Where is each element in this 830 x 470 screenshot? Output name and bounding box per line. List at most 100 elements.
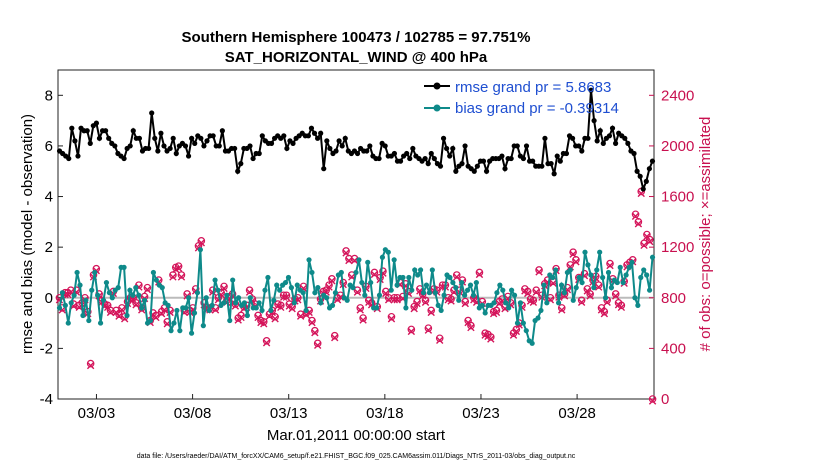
rmse-point [364,148,370,154]
bias-point [649,254,656,260]
y-right-tick-label: 0 [661,391,669,408]
obs-possible-point [330,331,339,340]
rmse-point [69,125,75,131]
bias-point [209,302,215,308]
y-right-tick-label: 400 [661,340,686,357]
obs-possible-point [617,301,626,310]
obs-assimilated-point [277,303,285,312]
rmse-point [634,168,640,174]
obs-assimilated-point [103,303,112,312]
rmse-point [284,145,290,152]
rmse-point [471,168,477,174]
data-file-footer: data file: /Users/raeder/DAI/ATM_forcXX/… [137,453,576,460]
bias-point [215,287,221,293]
obs-assimilated-point [350,256,359,265]
bias-point [332,290,339,296]
obs-possible-point [282,291,291,300]
bias-point [362,292,368,298]
bias-point [553,267,559,273]
bias-point [591,285,597,291]
bias-point [558,282,565,288]
rmse-point [161,143,167,149]
bias-point [124,312,130,319]
bias-point [432,290,438,296]
obs-assimilated-point [356,306,364,314]
bias-point [614,279,620,286]
bias-point [561,290,568,296]
obs-possible-point [262,336,271,345]
obs-assimilated-point [254,313,262,322]
bias-point [573,285,579,291]
bias-point [620,279,626,286]
rmse-point [625,140,631,146]
bias-point [171,320,177,326]
obs-assimilated-point [594,283,603,291]
rmse-point [548,161,554,167]
bias-point [291,300,297,306]
rmse-point [75,153,81,159]
obs-assimilated-point [424,326,433,334]
obs-assimilated-point [260,320,268,328]
bias-point [142,297,148,303]
bias-point [265,274,271,281]
obs-possible-point [487,333,495,341]
bias-point [632,295,638,301]
rmse-point [247,143,253,149]
rmse-point [530,158,536,164]
bias-point [602,295,609,301]
obs-possible-point [586,290,594,298]
obs-possible-point [447,295,455,303]
rmse-point [87,140,93,146]
bias-point [71,292,77,298]
rmse-point [167,145,173,152]
bias-point [544,300,550,306]
rmse-point [483,168,490,174]
rmse-point [259,133,265,139]
rmse-point [542,135,548,141]
bias-point [517,300,524,306]
bias-point [435,302,441,308]
bias-point [312,290,318,296]
rmse-point [453,168,459,174]
obs-assimilated-point [359,316,367,324]
rmse-point [281,133,287,139]
rmse-point [462,143,468,149]
bias-point [503,300,509,306]
rmse-point [93,120,100,126]
obs-possible-point [387,312,396,321]
rmse-point [609,125,616,131]
rmse-point [305,133,311,139]
bias-point [576,274,582,281]
obs-assimilated-point [467,323,475,332]
rmse-point [66,155,72,162]
rmse-point [198,135,204,141]
bias-point [482,310,488,316]
bias-point [262,287,268,293]
obs-possible-point [370,268,379,277]
bias-point [300,290,306,296]
bias-point [385,249,391,255]
obs-possible-point [435,334,444,343]
rmse-point [308,125,315,131]
bias-point [68,300,74,306]
rmse-point [342,135,348,141]
bias-point [462,292,468,298]
obs-assimilated-point [606,261,614,270]
obs-assimilated-point [611,292,620,300]
bias-point [400,274,406,281]
rmse-point [422,155,428,162]
rmse-point [594,138,600,144]
bias-point [147,317,154,324]
obs-assimilated-point [535,268,543,276]
obs-possible-point [606,259,614,268]
bias-point [350,285,356,291]
bias-point [206,307,212,314]
obs-possible-point [572,256,580,264]
y-left-tick-label: 0 [45,290,53,307]
obs-assimilated-point [447,297,455,305]
rmse-point [121,155,127,162]
obs-possible-point [379,267,387,275]
rmse-point [235,168,241,174]
bias-point [494,290,500,296]
bias-point [426,290,432,296]
